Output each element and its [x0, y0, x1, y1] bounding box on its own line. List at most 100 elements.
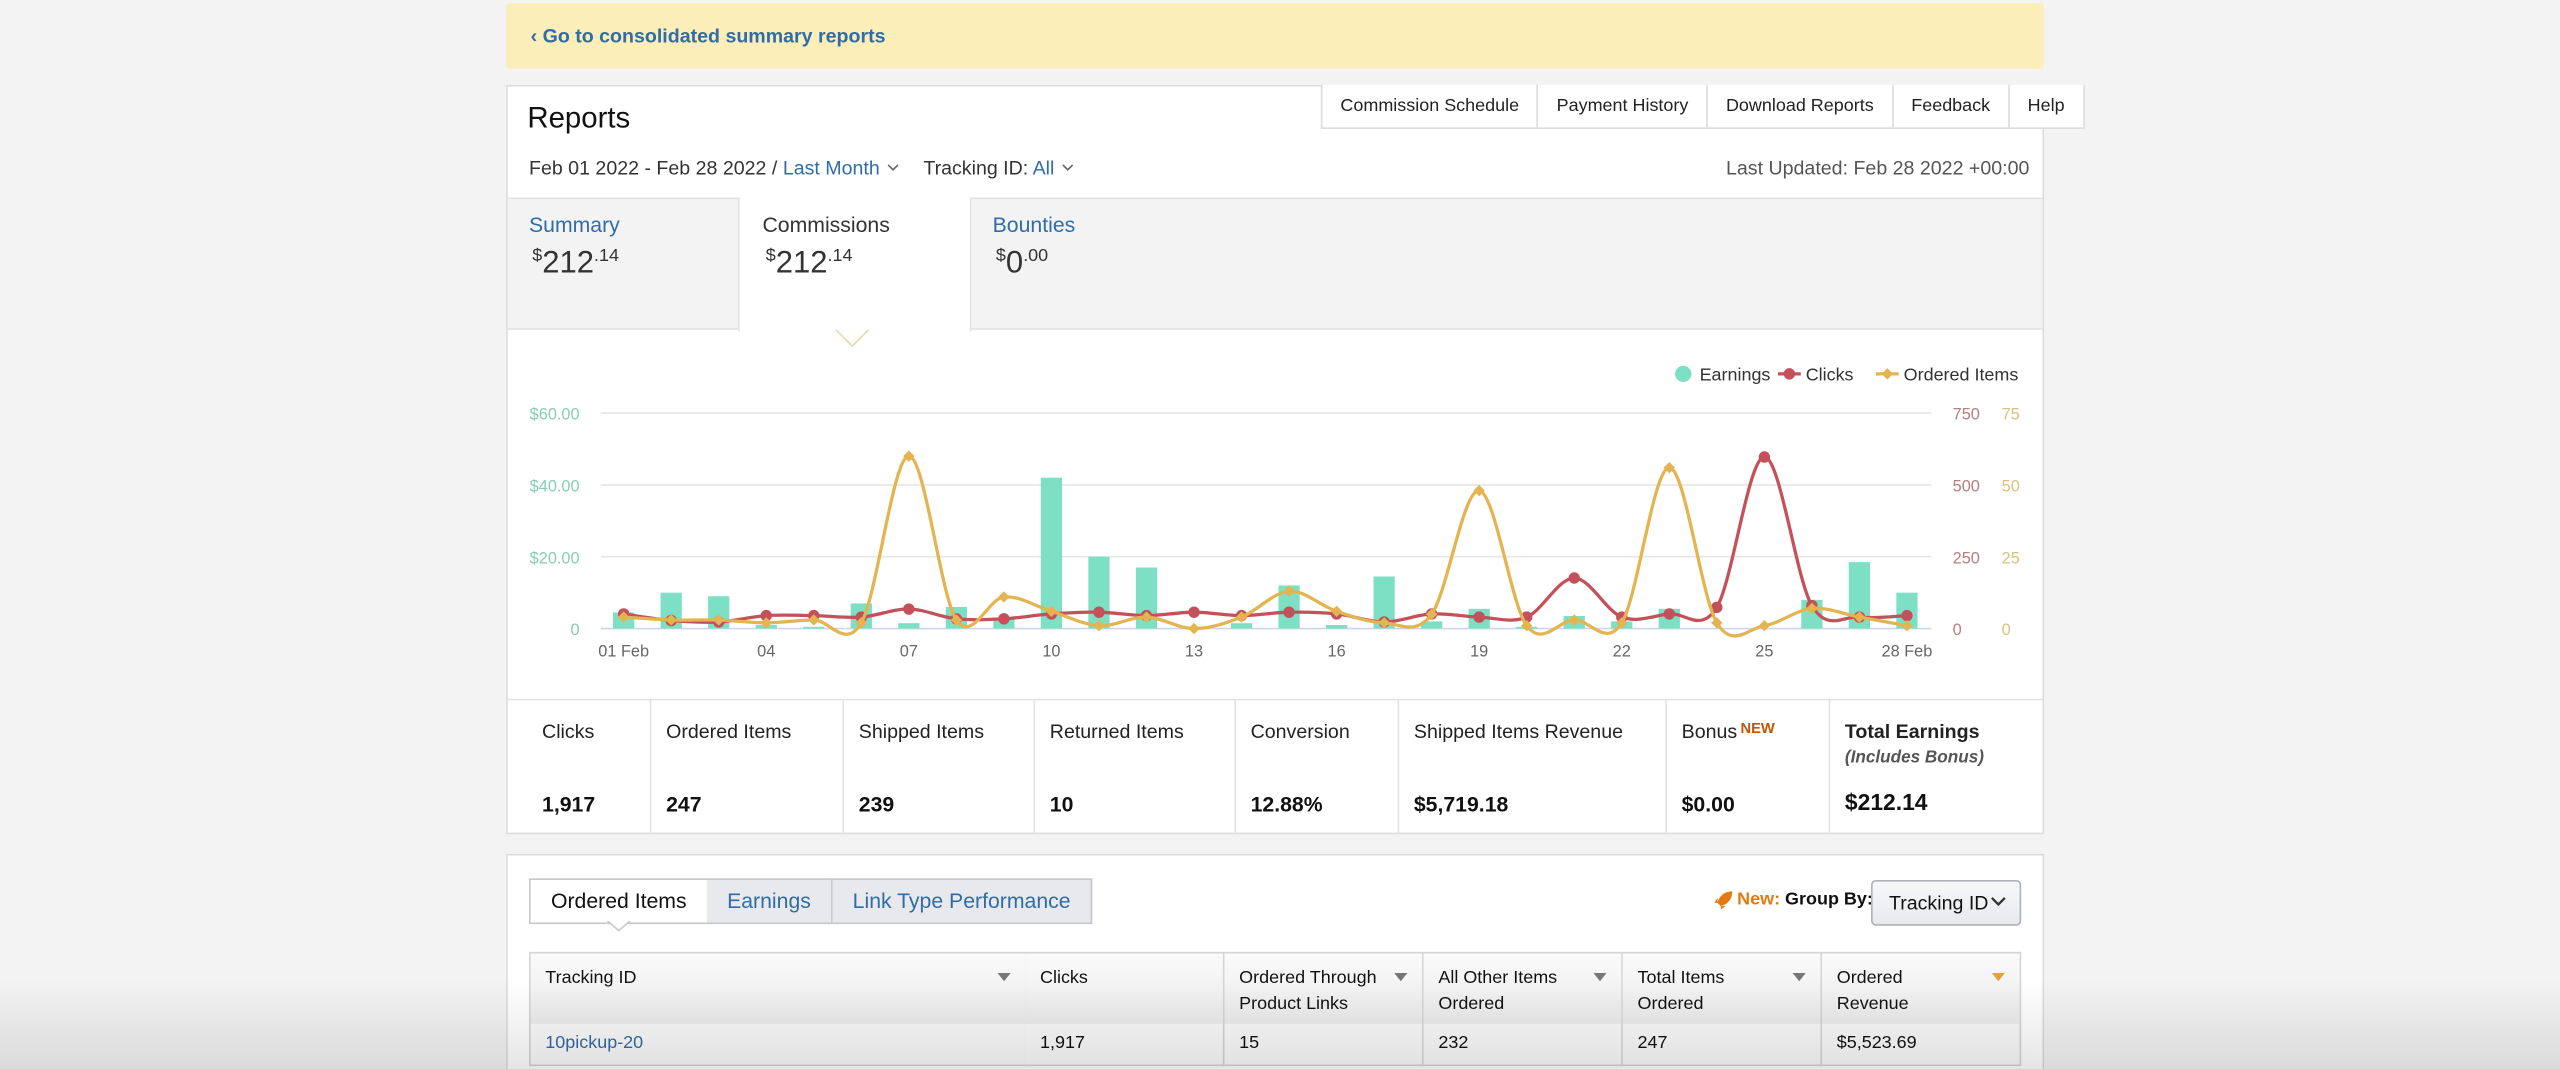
stat-label-wrap: Bonus NEW — [1682, 720, 1775, 743]
chevron — [887, 164, 899, 171]
group-by-label: Group By: — [1785, 889, 1873, 910]
y-tick-label: 500 — [1953, 477, 1980, 495]
stat-note: (Includes Bonus) — [1844, 747, 1984, 768]
x-tick-label: 22 — [1613, 642, 1631, 660]
column-header[interactable]: Ordered Revenue — [1822, 951, 2022, 1026]
stat: Ordered Items 247 — [649, 700, 791, 835]
title: Reports — [527, 101, 631, 134]
point — [998, 613, 1010, 625]
point — [1853, 611, 1866, 623]
group-by: New: Group By: — [1737, 890, 1873, 910]
column-header[interactable]: All Other Items Ordered — [1423, 951, 1623, 1026]
point — [713, 614, 725, 626]
table-cell: 247 — [1622, 1023, 1823, 1067]
cents: .14 — [827, 246, 853, 267]
point — [1568, 572, 1580, 584]
x-tick-label: 13 — [1185, 642, 1203, 660]
point — [1758, 619, 1771, 632]
point — [1806, 602, 1818, 615]
cents: .00 — [1023, 246, 1049, 267]
sort-arrow — [1394, 973, 1408, 982]
currency: $ — [765, 246, 776, 267]
segment-caret — [606, 920, 631, 932]
segment[interactable]: Earnings — [706, 878, 833, 925]
y-tick-label: $40.00 — [530, 477, 580, 495]
stat-label: Shipped Items Revenue — [1413, 720, 1624, 743]
point — [665, 614, 677, 626]
sort-arrow — [1991, 973, 2005, 982]
date-range: Feb 01 2022 - Feb 28 2022 — [528, 156, 767, 180]
column-header[interactable]: Tracking ID — [528, 951, 1027, 1026]
nav-item[interactable]: Feedback — [1891, 84, 2008, 128]
tab[interactable]: Summary $212.14 — [506, 198, 736, 332]
whole: 212 — [775, 246, 828, 281]
point — [808, 614, 820, 626]
stat-value: 239 — [858, 791, 895, 817]
summary-link[interactable]: ‹ Go to consolidated summary reports — [530, 24, 886, 48]
bar — [1373, 576, 1395, 629]
cell-text: 15 — [1239, 1024, 1259, 1065]
point — [1901, 609, 1913, 622]
nav-item[interactable]: Commission Schedule — [1340, 96, 1520, 116]
legend-symbol — [1881, 368, 1894, 380]
nav-item[interactable]: Payment History — [1537, 84, 1706, 128]
legend-label: Clicks — [1806, 364, 1854, 384]
point — [1711, 601, 1723, 614]
bar — [898, 623, 920, 629]
stat-value: $0.00 — [1681, 791, 1735, 817]
stat-label: Returned Items — [1049, 720, 1184, 743]
stat-label: Shipped Items — [858, 720, 985, 743]
column-title: Ordered Through Product Links — [1239, 968, 1377, 1014]
tab[interactable]: Bounties $0.00 — [970, 198, 1200, 332]
x-tick-label: 07 — [900, 642, 918, 660]
period-select[interactable]: Last Month — [782, 156, 880, 180]
currency: $ — [995, 246, 1006, 267]
whole: 0 — [1005, 246, 1024, 281]
point — [1473, 484, 1485, 497]
sort-arrow — [1593, 973, 1607, 982]
stat-value: $212.14 — [1844, 788, 1928, 815]
group-by-select[interactable]: Tracking ID — [1871, 879, 2022, 926]
column-title: Ordered Revenue — [1836, 968, 1909, 1014]
tab-label: Summary — [528, 212, 620, 237]
stat-value: 12.88% — [1250, 791, 1323, 817]
currency: $ — [532, 246, 543, 267]
whole: 212 — [542, 246, 595, 281]
tab-selected[interactable]: Commissions $212.14 — [737, 197, 972, 332]
x-tick-label: 01 Feb — [598, 642, 649, 660]
stat-label: Conversion — [1250, 720, 1350, 743]
x-tick-label: 19 — [1470, 642, 1488, 660]
table-cell: $5,523.69 — [1822, 1023, 2022, 1067]
y-tick-label: 75 — [2002, 406, 2020, 424]
date-row: Feb 01 2022 - Feb 28 2022 / Last Month T… — [529, 157, 1076, 180]
nav-item[interactable]: Download Reports — [1706, 84, 1891, 128]
table-cell: 1,917 — [1025, 1023, 1225, 1067]
segment[interactable]: Link Type Performance — [832, 878, 1093, 925]
line — [623, 455, 1908, 624]
bar — [1135, 567, 1158, 629]
segment-selected[interactable]: Ordered Items — [528, 878, 709, 925]
bottom-shadow — [0, 979, 2560, 1069]
tracking-select[interactable]: All — [1032, 156, 1055, 180]
column-title: Clicks — [1040, 968, 1088, 988]
point — [1616, 617, 1628, 629]
point — [1663, 461, 1676, 474]
tracking-label: Tracking ID: — [923, 156, 1029, 180]
cell-text: $5,523.69 — [1837, 1024, 1917, 1065]
chevron — [1062, 164, 1074, 171]
cell-text: 1,917 — [1040, 1024, 1085, 1065]
point — [1235, 611, 1248, 623]
stat-label: Total Earnings — [1844, 720, 1980, 743]
stats-row: Clicks 1,917 Ordered Items 247 Shipped Ite… — [507, 698, 2043, 835]
column-header[interactable]: Total Items Ordered — [1622, 951, 1823, 1026]
chevron — [1991, 897, 2006, 907]
tab-amount: $212.14 — [532, 247, 619, 283]
nav-item[interactable]: Help — [2008, 84, 2082, 128]
banner: ‹ Go to consolidated summary reports — [506, 3, 2045, 69]
stat-label: Clicks — [542, 720, 595, 743]
point — [760, 609, 772, 622]
new-badge: NEW — [1740, 720, 1775, 737]
table-cell[interactable]: 10pickup-20 — [528, 1023, 1027, 1067]
point — [1711, 617, 1723, 629]
